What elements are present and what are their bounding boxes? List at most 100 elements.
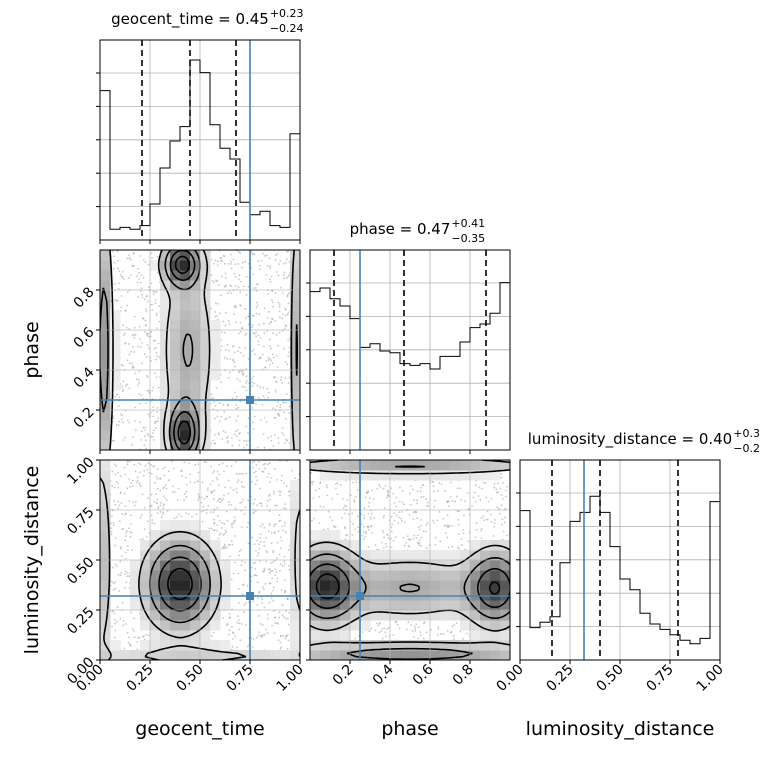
density-cell <box>430 600 441 611</box>
sample-point <box>415 499 418 502</box>
sample-point <box>206 495 209 498</box>
density-cell <box>180 370 191 381</box>
density-cell <box>360 640 371 651</box>
density-cell <box>480 620 491 631</box>
sample-point <box>260 419 262 422</box>
sample-point <box>251 324 254 326</box>
sample-point <box>188 462 191 465</box>
density-cell <box>290 250 300 261</box>
sample-point <box>139 471 141 474</box>
sample-point <box>457 518 460 521</box>
sample-point <box>159 504 162 507</box>
sample-point <box>220 415 223 418</box>
sample-point <box>143 469 146 472</box>
sample-point <box>279 404 282 406</box>
density-cell <box>100 510 111 521</box>
sample-point <box>130 350 132 353</box>
sample-point <box>140 430 143 433</box>
sample-point <box>318 522 321 525</box>
sample-point <box>267 359 270 361</box>
sample-point <box>117 287 120 290</box>
sample-point <box>121 414 124 417</box>
density-cell <box>190 370 201 381</box>
sample-point <box>234 285 237 287</box>
sample-point <box>412 511 415 514</box>
sample-point <box>195 513 198 516</box>
density-cell <box>150 580 161 591</box>
sample-point <box>245 382 248 384</box>
density-cell <box>150 610 161 621</box>
sample-point <box>243 439 246 442</box>
sample-point <box>446 500 449 503</box>
sample-point <box>224 431 227 434</box>
sample-point <box>394 536 397 538</box>
sample-point <box>155 312 158 315</box>
sample-point <box>497 482 499 485</box>
density-cell <box>100 380 111 391</box>
density-cell <box>370 570 381 581</box>
sample-point <box>250 566 253 569</box>
sample-point <box>434 499 436 502</box>
sample-point <box>288 494 291 497</box>
sample-point <box>273 523 276 526</box>
y-tick-label: 0.75 <box>64 504 97 537</box>
sample-point <box>271 624 274 627</box>
sample-point <box>228 371 231 374</box>
sample-point <box>270 532 273 535</box>
sample-point <box>126 304 129 307</box>
density-cell <box>190 360 201 371</box>
sample-point <box>409 503 412 506</box>
sample-point <box>274 391 277 393</box>
sample-point <box>233 433 236 436</box>
sample-point <box>274 522 277 525</box>
density-cell <box>160 250 171 261</box>
density-cell <box>180 270 191 281</box>
sample-point <box>375 622 378 625</box>
density-cell <box>320 460 331 471</box>
sample-point <box>261 353 264 356</box>
sample-point <box>147 263 150 266</box>
sample-point <box>275 355 278 358</box>
sample-point <box>420 524 422 527</box>
sample-point <box>254 483 257 485</box>
sample-point <box>413 534 416 537</box>
density-cell <box>190 410 201 421</box>
truth-marker <box>246 396 254 404</box>
density-cell <box>210 600 221 611</box>
sample-point <box>134 333 137 336</box>
density-cell <box>490 630 501 641</box>
sample-point <box>252 428 255 430</box>
sample-point <box>331 519 333 522</box>
sample-point <box>163 474 166 477</box>
sample-point <box>233 306 236 308</box>
sample-point <box>154 299 157 301</box>
sample-point <box>285 617 288 620</box>
density-cell <box>100 430 111 441</box>
density-cell <box>350 570 361 581</box>
sample-point <box>141 341 144 344</box>
sample-point <box>143 429 146 432</box>
sample-point <box>422 530 425 533</box>
sample-point <box>236 435 238 437</box>
sample-point <box>472 496 475 499</box>
sample-point <box>177 487 180 490</box>
sample-point <box>144 435 146 437</box>
sample-point <box>266 463 269 466</box>
density-cell <box>180 350 191 361</box>
sample-point <box>255 475 258 478</box>
density-cell <box>480 600 491 611</box>
sample-point <box>283 591 286 594</box>
sample-point <box>352 522 354 525</box>
sample-point <box>242 374 245 376</box>
sample-point <box>124 586 126 589</box>
density-cell <box>400 650 411 660</box>
sample-point <box>152 465 155 468</box>
density-cell <box>120 650 131 660</box>
sample-point <box>121 270 124 273</box>
sample-point <box>262 588 265 591</box>
density-cell <box>390 580 401 591</box>
density-cell <box>310 560 321 571</box>
sample-point <box>110 527 113 530</box>
sample-point <box>367 490 370 493</box>
sample-point <box>230 503 233 506</box>
